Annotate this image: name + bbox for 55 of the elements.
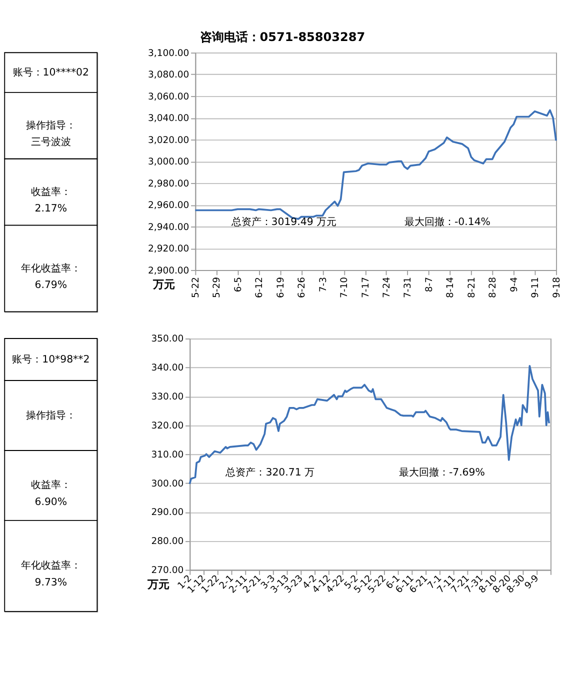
line-series	[188, 365, 550, 485]
x-tick-label: 8-28	[488, 276, 499, 298]
y-tick-label: 3,000.00	[148, 156, 190, 168]
text: 账号：10*98**2	[12, 353, 90, 366]
x-tick-label: 9-9	[522, 572, 542, 592]
y-tick-label: 340.00	[151, 362, 184, 374]
text: 咨询电话：0571-85803287	[200, 30, 366, 44]
y-tick-label: 290.00	[151, 507, 184, 518]
annotation: 最大回撤：-0.14%	[404, 216, 491, 228]
x-tick-label: 8-7	[424, 276, 435, 292]
y-tick-label: 2,960.00	[148, 200, 190, 212]
y-axis-title: 万元	[146, 578, 170, 591]
x-tick-label: 5-29	[212, 276, 223, 298]
annotation: 总资产：320.71 万	[224, 466, 315, 478]
y-tick-label: 3,080.00	[148, 70, 190, 81]
y-tick-label: 300.00	[151, 478, 184, 490]
y-tick-label: 3,020.00	[148, 134, 190, 146]
text: 账号：10****02	[12, 66, 89, 78]
annotation: 最大回撤：-7.69%	[398, 466, 486, 478]
x-tick-label: 7-24	[381, 276, 392, 298]
x-tick-label: 9-4	[508, 276, 520, 292]
text: 年化收益率：6.79%	[20, 262, 81, 291]
y-tick-label: 2,900.00	[148, 265, 190, 276]
y-tick-label: 3,100.00	[148, 48, 190, 59]
y-tick-label: 310.00	[151, 449, 184, 460]
y-tick-label: 270.00	[151, 565, 184, 576]
x-tick-label: 7-31	[402, 276, 414, 298]
annotation: 总资产：3019.49 万元	[230, 216, 337, 228]
text: 收益率：2.17%	[30, 186, 71, 215]
x-tick-label: 6-19	[275, 276, 286, 298]
x-tick-label: 5-22	[190, 276, 202, 298]
y-tick-label: 3,060.00	[148, 91, 190, 102]
x-tick-label: 7-17	[360, 276, 372, 298]
x-tick-label: 7-3	[318, 276, 329, 292]
x-tick-label: 7-10	[339, 276, 350, 298]
y-tick-label: 350.00	[151, 334, 184, 345]
x-tick-label: 6-12	[254, 276, 266, 298]
x-tick-label: 6-26	[296, 276, 308, 298]
x-tick-label: 8-14	[445, 276, 456, 298]
y-tick-label: 280.00	[151, 536, 184, 548]
y-tick-label: 2,980.00	[148, 178, 190, 190]
x-tick-label: 9-18	[551, 276, 562, 298]
text: 年化收益率：9.73%	[20, 560, 81, 588]
x-tick-label: 9-11	[530, 276, 542, 298]
text: 收益率：6.90%	[30, 479, 71, 508]
x-tick-label: 8-21	[466, 276, 478, 298]
y-tick-label: 2,940.00	[148, 222, 190, 233]
text: 操作指导：三号波波	[26, 119, 76, 148]
y-tick-label: 330.00	[151, 392, 184, 403]
y-tick-label: 320.00	[151, 420, 184, 432]
y-tick-label: 2,920.00	[148, 244, 190, 255]
y-tick-label: 3,040.00	[148, 113, 190, 124]
x-tick-label: 6-5	[232, 276, 244, 292]
text: 操作指导：	[26, 409, 76, 422]
y-axis-title: 万元	[152, 278, 176, 292]
